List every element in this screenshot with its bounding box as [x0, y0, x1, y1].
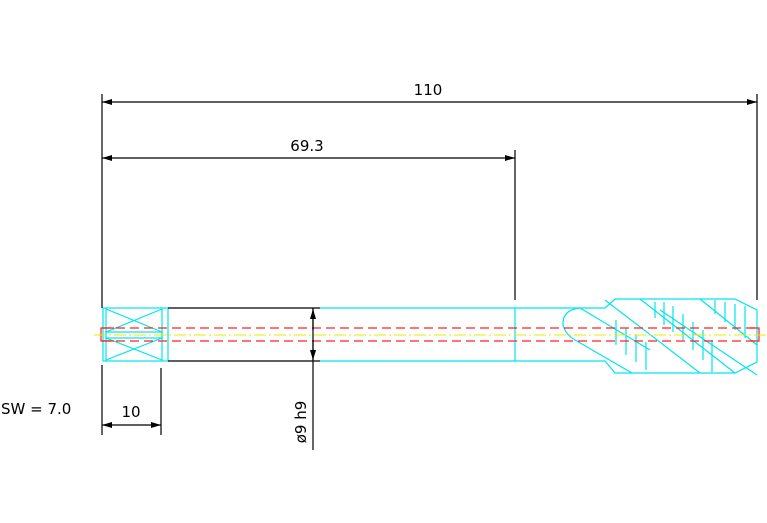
square-size-label: SW = 7.0 — [1, 400, 71, 418]
dimension-overall-length: 110 — [102, 81, 757, 105]
dimension-shank-length: 69.3 — [102, 137, 515, 161]
dimension-diameter: ø9 h9 — [292, 308, 316, 450]
extension-lines — [101, 94, 758, 435]
hatch-lines — [615, 300, 746, 372]
thread-section — [562, 298, 758, 376]
diameter-label: ø9 h9 — [292, 401, 310, 444]
overall-length-label: 110 — [414, 81, 443, 99]
dimension-square-length: 10 — [102, 403, 161, 428]
shank-length-label: 69.3 — [290, 137, 323, 155]
square-length-label: 10 — [121, 403, 140, 421]
